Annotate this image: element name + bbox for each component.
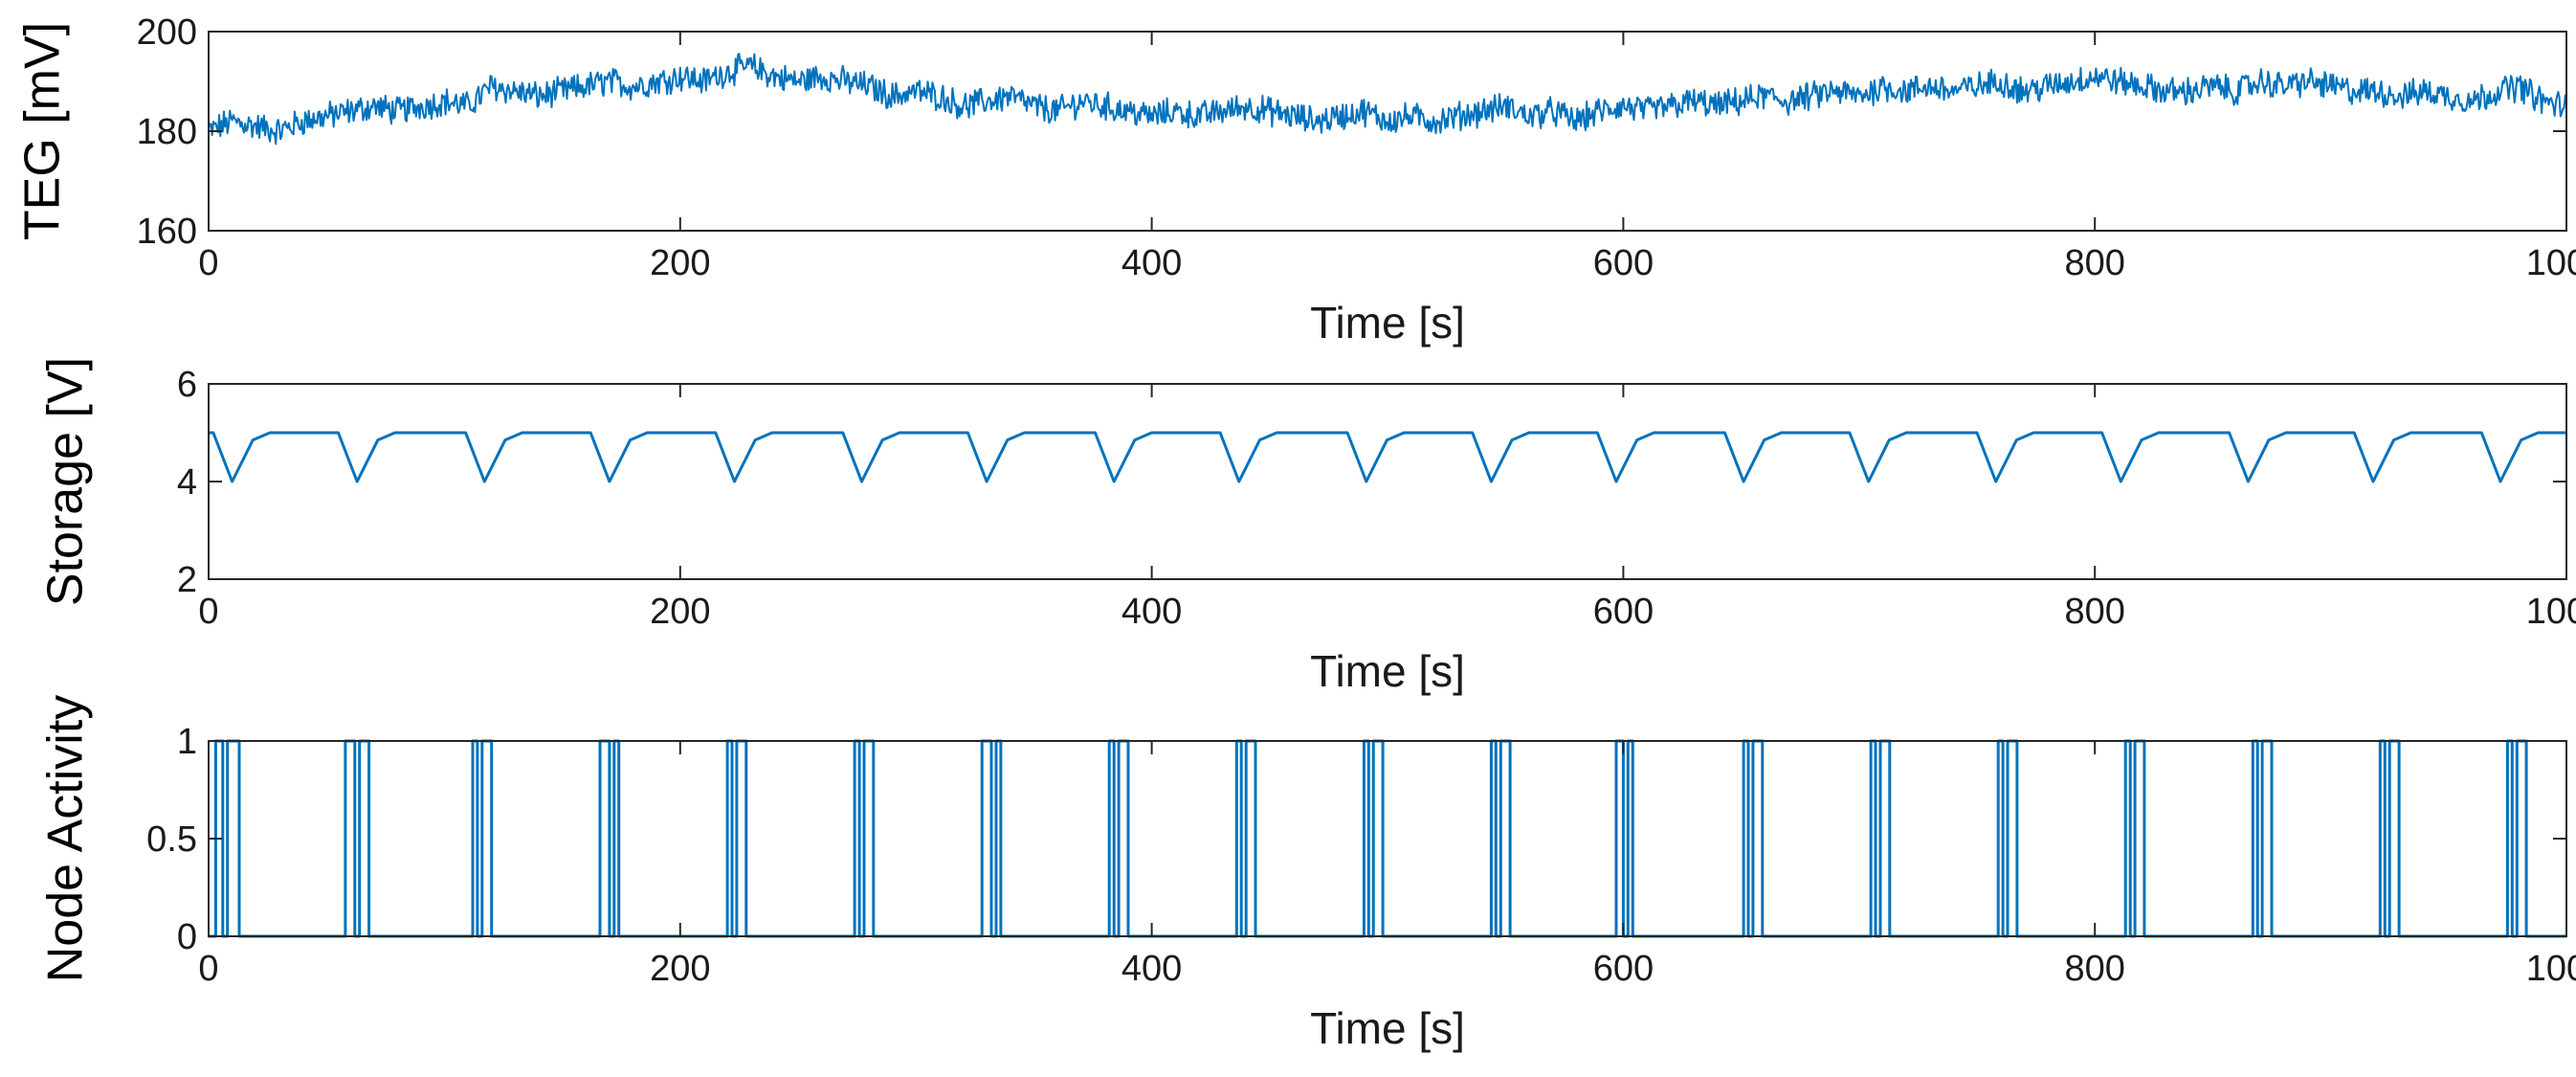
storage-x-tick-label: 200 <box>650 592 710 632</box>
storage-x-axis-label: Time [s] <box>1310 646 1465 696</box>
teg-x-axis-label: Time [s] <box>1310 298 1465 348</box>
node-activity-x-tick-label: 600 <box>1593 949 1654 989</box>
node-activity-y-tick-label: 1 <box>177 722 197 762</box>
storage-x-tick-label: 800 <box>2064 592 2124 632</box>
teg-series-layer <box>208 53 2567 146</box>
teg-y-tick-label: 160 <box>137 212 197 252</box>
storage-y-tick-label: 2 <box>177 560 197 600</box>
node-activity-x-tick-label: 200 <box>650 949 710 989</box>
teg-x-tick-label: 600 <box>1593 243 1654 283</box>
storage-x-tick-label: 400 <box>1121 592 1182 632</box>
storage-x-tick-label: 0 <box>198 592 218 632</box>
node-activity-y-tick-label: 0 <box>177 917 197 957</box>
teg-x-tick-label: 400 <box>1121 243 1182 283</box>
teg-y-tick-label: 180 <box>137 112 197 152</box>
storage-series-layer <box>209 431 2566 483</box>
storage-y-tick-label: 4 <box>177 462 197 503</box>
storage-x-tick-label: 600 <box>1593 592 1654 632</box>
teg-x-tick-label: 800 <box>2064 243 2124 283</box>
node-activity-y-axis-label: Node Activity <box>38 695 94 983</box>
node-activity-x-tick-label: 800 <box>2064 949 2124 989</box>
node-activity-y-tick-label: 0.5 <box>146 819 197 860</box>
teg-x-tick-label: 0 <box>198 243 218 283</box>
storage-y-axis-label: Storage [V] <box>38 357 94 606</box>
storage-series-line <box>209 431 2566 483</box>
node-activity-x-tick-label: 0 <box>198 949 218 989</box>
node-activity-x-tick-label: 400 <box>1121 949 1182 989</box>
teg-x-tick-label: 200 <box>650 243 710 283</box>
teg-y-axis-label: TEG [mV] <box>15 22 71 240</box>
teg-series-line <box>208 53 2567 146</box>
teg-y-tick-label: 200 <box>137 12 197 53</box>
storage-y-tick-label: 6 <box>177 365 197 405</box>
node-activity-x-axis-label: Time [s] <box>1310 1003 1465 1053</box>
